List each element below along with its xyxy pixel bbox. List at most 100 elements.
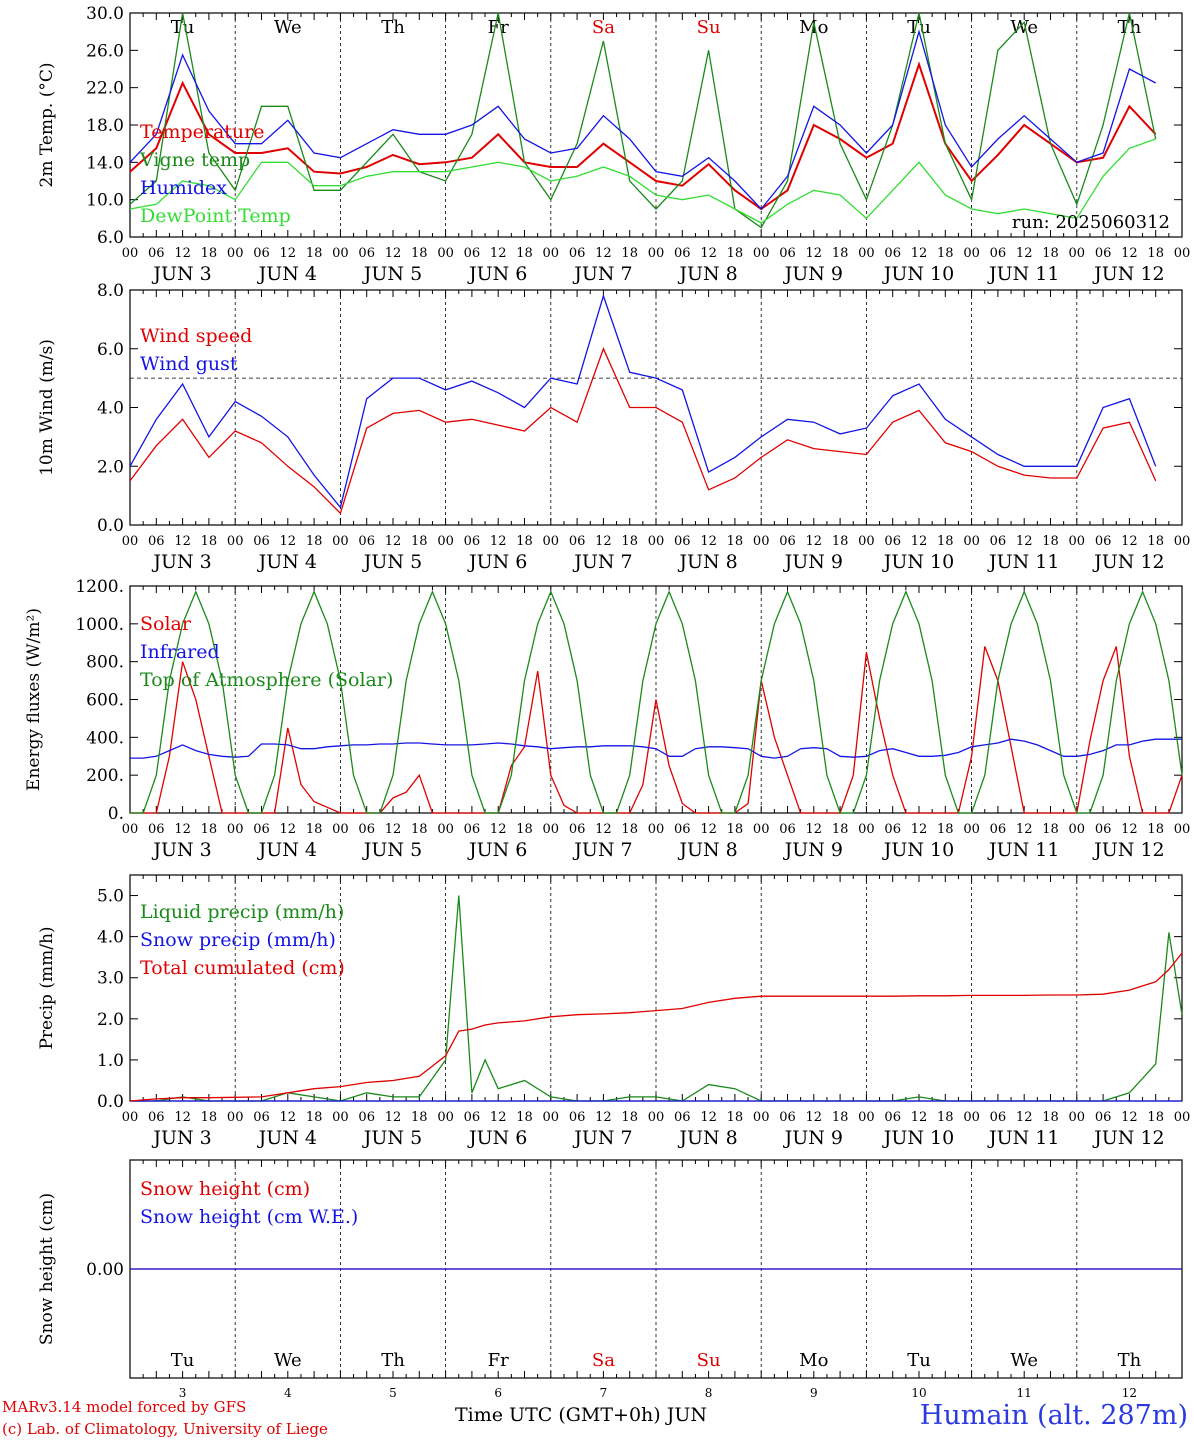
y-tick-label: 26.0 (86, 41, 124, 61)
hour-label: 00 (648, 1110, 665, 1125)
y-tick-label: 600. (86, 691, 124, 711)
hour-label: 18 (306, 246, 323, 261)
hour-label: 12 (280, 1110, 297, 1125)
hour-label: 06 (1095, 822, 1112, 837)
hour-label: 12 (1121, 822, 1138, 837)
date-label: JUN 9 (783, 839, 843, 861)
date-label: JUN 3 (151, 1127, 211, 1149)
y-tick-label: 1200. (75, 577, 124, 597)
y-tick-label: 3.0 (97, 969, 124, 989)
hour-label: 06 (358, 822, 375, 837)
hour-label: 06 (253, 1110, 270, 1125)
hour-label: 06 (990, 1110, 1007, 1125)
hour-label: 06 (779, 534, 796, 549)
hour-label: 00 (1174, 822, 1191, 837)
y-tick-label: 0. (108, 804, 124, 824)
hour-label: 18 (1042, 1110, 1059, 1125)
hour-label: 18 (832, 822, 849, 837)
date-label: JUN 10 (882, 263, 954, 285)
hour-label: 00 (963, 822, 980, 837)
hour-label: 06 (148, 534, 165, 549)
hour-label: 12 (174, 246, 191, 261)
legend-entry: Solar (140, 613, 192, 635)
panel-3: 0. 200. 400. 600. 800. 1000. 1200. Energy fluxe… (24, 577, 1190, 861)
legend-entry: Vigne temp (139, 149, 250, 171)
hour-label: 06 (569, 534, 586, 549)
hour-label: 00 (1069, 534, 1086, 549)
legend-entry: Total cumulated (cm) (140, 957, 345, 979)
date-label: JUN 4 (257, 263, 317, 285)
date-label: JUN 11 (987, 551, 1059, 573)
weekday-label: Mo (799, 1350, 828, 1371)
weekday-label: Tu (907, 1350, 931, 1371)
hour-label: 06 (358, 246, 375, 261)
lab-credit: (c) Lab. of Climatology, University of L… (2, 1420, 328, 1438)
hour-label: 00 (543, 534, 560, 549)
day-number: 3 (179, 1386, 187, 1400)
hour-label: 06 (990, 822, 1007, 837)
day-number: 6 (494, 1386, 502, 1400)
weekday-label: We (274, 1350, 302, 1371)
y-axis-label: 2m Temp. (°C) (37, 62, 57, 187)
y-tick-label: 4.0 (97, 928, 124, 948)
hour-label: 18 (411, 822, 428, 837)
legend-entry: Top of Atmosphere (Solar) (140, 669, 393, 691)
weekday-label: Sa (592, 1350, 615, 1371)
y-tick-label: 22.0 (86, 79, 124, 99)
series-line (129, 952, 1183, 1102)
hour-label: 12 (280, 534, 297, 549)
hour-label: 18 (727, 822, 744, 837)
hour-label: 18 (937, 1110, 954, 1125)
hour-label: 12 (700, 822, 717, 837)
hour-label: 06 (1095, 246, 1112, 261)
hour-label: 00 (648, 246, 665, 261)
hour-label: 18 (201, 534, 218, 549)
date-label: JUN 8 (677, 551, 737, 573)
hour-label: 00 (963, 1110, 980, 1125)
hour-label: 12 (490, 246, 507, 261)
hour-label: 00 (122, 246, 139, 261)
date-label: JUN 5 (362, 263, 422, 285)
day-number: 5 (389, 1386, 397, 1400)
hour-label: 00 (543, 822, 560, 837)
y-tick-label: 10.0 (86, 191, 124, 211)
hour-label: 06 (464, 822, 481, 837)
hour-label: 12 (700, 1110, 717, 1125)
hour-label: 12 (911, 1110, 928, 1125)
hour-label: 00 (1174, 246, 1191, 261)
series-line (129, 138, 1156, 224)
series-line (129, 29, 1157, 210)
weekday-label: Su (697, 17, 721, 38)
panel-5: 0.00 Snow height (cm) Snow height (cm) Snow… (37, 1159, 1183, 1400)
date-label: JUN 10 (882, 839, 954, 861)
hour-label: 12 (806, 246, 823, 261)
hour-label: 00 (648, 822, 665, 837)
y-axis-label: Precip (mm/h) (37, 926, 57, 1049)
hour-label: 18 (621, 534, 638, 549)
hour-label: 18 (411, 1110, 428, 1125)
hour-label: 00 (753, 534, 770, 549)
hour-label: 18 (201, 246, 218, 261)
legend-entry: Wind speed (140, 325, 252, 347)
day-number: 11 (1017, 1386, 1032, 1400)
hour-label: 18 (1042, 534, 1059, 549)
hour-label: 18 (1042, 822, 1059, 837)
hour-label: 00 (227, 246, 244, 261)
date-label: JUN 8 (677, 839, 737, 861)
hour-label: 06 (569, 246, 586, 261)
legend-entry: Snow height (cm) (140, 1178, 310, 1200)
hour-label: 00 (753, 822, 770, 837)
date-label: JUN 6 (467, 551, 527, 573)
hour-label: 06 (779, 1110, 796, 1125)
hour-label: 12 (806, 1110, 823, 1125)
hour-label: 12 (806, 822, 823, 837)
hour-label: 06 (358, 1110, 375, 1125)
hour-label: 00 (437, 1110, 454, 1125)
hour-label: 06 (253, 246, 270, 261)
hour-label: 06 (674, 1110, 691, 1125)
legend-entry: DewPoint Temp (140, 205, 291, 227)
hour-label: 00 (332, 1110, 349, 1125)
date-label: JUN 4 (257, 839, 317, 861)
date-label: JUN 5 (362, 839, 422, 861)
hour-label: 12 (1016, 1110, 1033, 1125)
